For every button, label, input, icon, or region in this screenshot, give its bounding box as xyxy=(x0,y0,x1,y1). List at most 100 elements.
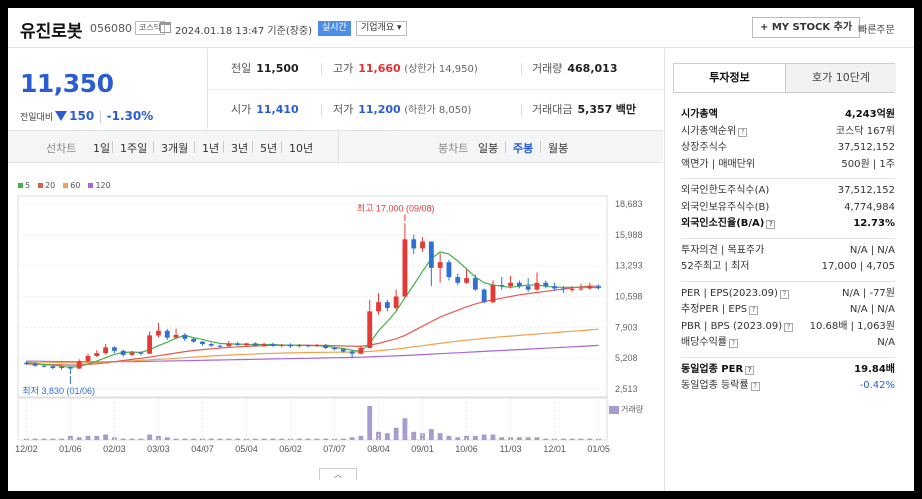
candle-body xyxy=(499,285,505,287)
y-tick-label: 13,293 xyxy=(615,261,643,271)
candle-body xyxy=(358,347,364,354)
candle-body xyxy=(120,350,126,355)
info-row: 52주최고 | 최저 17,000 | 4,705 xyxy=(681,259,895,276)
quick-order-button[interactable]: 빠른주문 xyxy=(858,25,895,36)
help-icon[interactable]: ? xyxy=(749,306,759,315)
info-key-text: 외국인소진율(B/A) xyxy=(681,218,765,229)
ma-20-line xyxy=(26,285,599,366)
tab-1y[interactable]: 1년 xyxy=(202,142,220,155)
candle-body xyxy=(332,347,337,350)
legend-label: 120 xyxy=(95,181,111,190)
info-row: 시가총액 4,243억원 xyxy=(681,107,895,124)
candle-body xyxy=(472,278,478,290)
candle-body xyxy=(596,286,602,288)
tab-monthly[interactable]: 월봉 xyxy=(548,142,569,155)
collapse-chart-button[interactable]: ︿ xyxy=(319,468,357,480)
volume-bar xyxy=(393,427,399,440)
help-icon[interactable]: ? xyxy=(784,322,794,332)
candle-body xyxy=(129,352,135,355)
tab-daily[interactable]: 일봉 xyxy=(478,142,499,155)
legend-ma-20: 20 xyxy=(38,181,55,190)
current-price: 11,350 xyxy=(20,69,114,98)
candle-body xyxy=(578,288,584,290)
candle-body xyxy=(437,262,443,268)
info-value: N/A | N/A xyxy=(849,304,895,315)
info-row: 액면가 | 매매단위 500원 | 1주 xyxy=(681,157,895,174)
volume-bar xyxy=(481,434,487,440)
volume-bar xyxy=(50,438,56,440)
info-group-2: 외국인한도주식수(A) 37,512,152 외국인보유주식수(B) 4,774,98… xyxy=(681,178,895,233)
candle-body xyxy=(279,344,285,346)
candle-body xyxy=(76,361,82,369)
info-value: 코스닥 167위 xyxy=(835,125,895,137)
legend-label: 20 xyxy=(45,181,56,190)
side-tabs: 투자정보 호가 10단계 xyxy=(673,63,896,93)
candle-body xyxy=(402,239,408,297)
tab-orderbook[interactable]: 호가 10단계 xyxy=(785,64,896,92)
x-tick-label: 07/07 xyxy=(323,444,346,454)
info-key: 52주최고 | 최저 xyxy=(681,259,749,276)
candle-body xyxy=(411,239,417,249)
candle-body xyxy=(164,330,170,338)
volume-bar xyxy=(305,438,311,440)
help-icon[interactable]: ? xyxy=(766,220,776,229)
info-key-text: 동일업종 PER xyxy=(681,363,744,375)
help-icon[interactable]: ? xyxy=(750,382,760,391)
tab-investment-info[interactable]: 투자정보 xyxy=(674,64,785,92)
help-icon[interactable]: ? xyxy=(738,127,748,137)
volume-bar xyxy=(314,438,320,440)
candle-body xyxy=(41,365,47,367)
volume-bar xyxy=(59,438,65,440)
volume-bar xyxy=(138,438,144,440)
tab-5y[interactable]: 5년 xyxy=(260,142,278,155)
candle-body xyxy=(560,288,566,290)
investment-info-list: 시가총액 4,243억원 시가총액순위? 코스닥 167위 상장주식수 37,512,15… xyxy=(681,107,895,395)
tab-1w[interactable]: 1주일 xyxy=(120,142,148,155)
tab-3y[interactable]: 3년 xyxy=(231,142,249,155)
volume-bar xyxy=(173,438,179,440)
x-tick-label: 12/01 xyxy=(543,444,566,454)
help-icon[interactable]: ? xyxy=(729,339,738,348)
candle-body xyxy=(67,366,73,369)
info-value: 4,774,984 xyxy=(844,201,895,213)
candle-body xyxy=(138,352,144,354)
x-tick-label: 10/06 xyxy=(455,444,478,454)
info-group-3: 투자의견 | 목표주가 N/A | N/A 52주최고 | 최저 17,000 | 4… xyxy=(681,237,895,276)
legend-label: 60 xyxy=(70,181,81,190)
change-label: 전일대비 xyxy=(20,113,54,123)
add-mystock-button[interactable]: + MY STOCK 추가 xyxy=(752,17,861,38)
candle-body xyxy=(156,330,161,336)
candle-body xyxy=(94,353,100,356)
info-row: 외국인한도주식수(A) 37,512,152 xyxy=(681,183,895,200)
tab-weekly[interactable]: 주봉 xyxy=(513,142,534,155)
legend-swatch xyxy=(63,183,69,188)
info-key-text: 추정PER | EPS xyxy=(681,304,748,315)
volume-bar xyxy=(578,438,584,440)
help-icon[interactable]: ? xyxy=(779,289,789,299)
candle-body xyxy=(252,343,258,346)
info-value: N/A | N/A xyxy=(849,244,895,256)
legend-swatch xyxy=(18,183,23,188)
info-row: 동일업종 PER? 19.84배 xyxy=(681,362,895,379)
investment-panel: 투자정보 호가 10단계 시가총액 4,243억원 시가총액순위? 코스닥 167위 상… xyxy=(664,49,914,491)
candle-body xyxy=(217,345,223,347)
stock-widget: 유진로봇 056080 코스닥 2024.01.18 13:47 기준(장중) … xyxy=(8,8,914,491)
realtime-button[interactable]: 실시간 xyxy=(318,21,351,36)
tab-1d[interactable]: 1일 xyxy=(93,142,111,155)
candle-body xyxy=(534,282,540,290)
tab-10y[interactable]: 10년 xyxy=(289,142,314,155)
stock-code: 056080 xyxy=(90,22,132,35)
company-info-dropdown[interactable]: 기업개요 ▾ xyxy=(356,21,407,36)
candle-body xyxy=(481,289,487,303)
x-tick-label: 06/02 xyxy=(279,444,302,454)
chart-legend: 5 20 60 120 xyxy=(18,181,119,190)
info-value: 19.84배 xyxy=(854,363,895,375)
x-tick-label: 11/03 xyxy=(500,444,522,454)
volume-bar xyxy=(147,434,153,440)
candle-body xyxy=(384,302,390,308)
candle-body xyxy=(182,334,188,339)
tab-3m[interactable]: 3개월 xyxy=(161,142,189,155)
stats-row-1: 전일 11,500 고가 11,660 (상한가 14,950) 거래량 468,01… xyxy=(209,49,663,89)
candle-body xyxy=(32,363,38,366)
help-icon[interactable]: ? xyxy=(745,365,755,375)
